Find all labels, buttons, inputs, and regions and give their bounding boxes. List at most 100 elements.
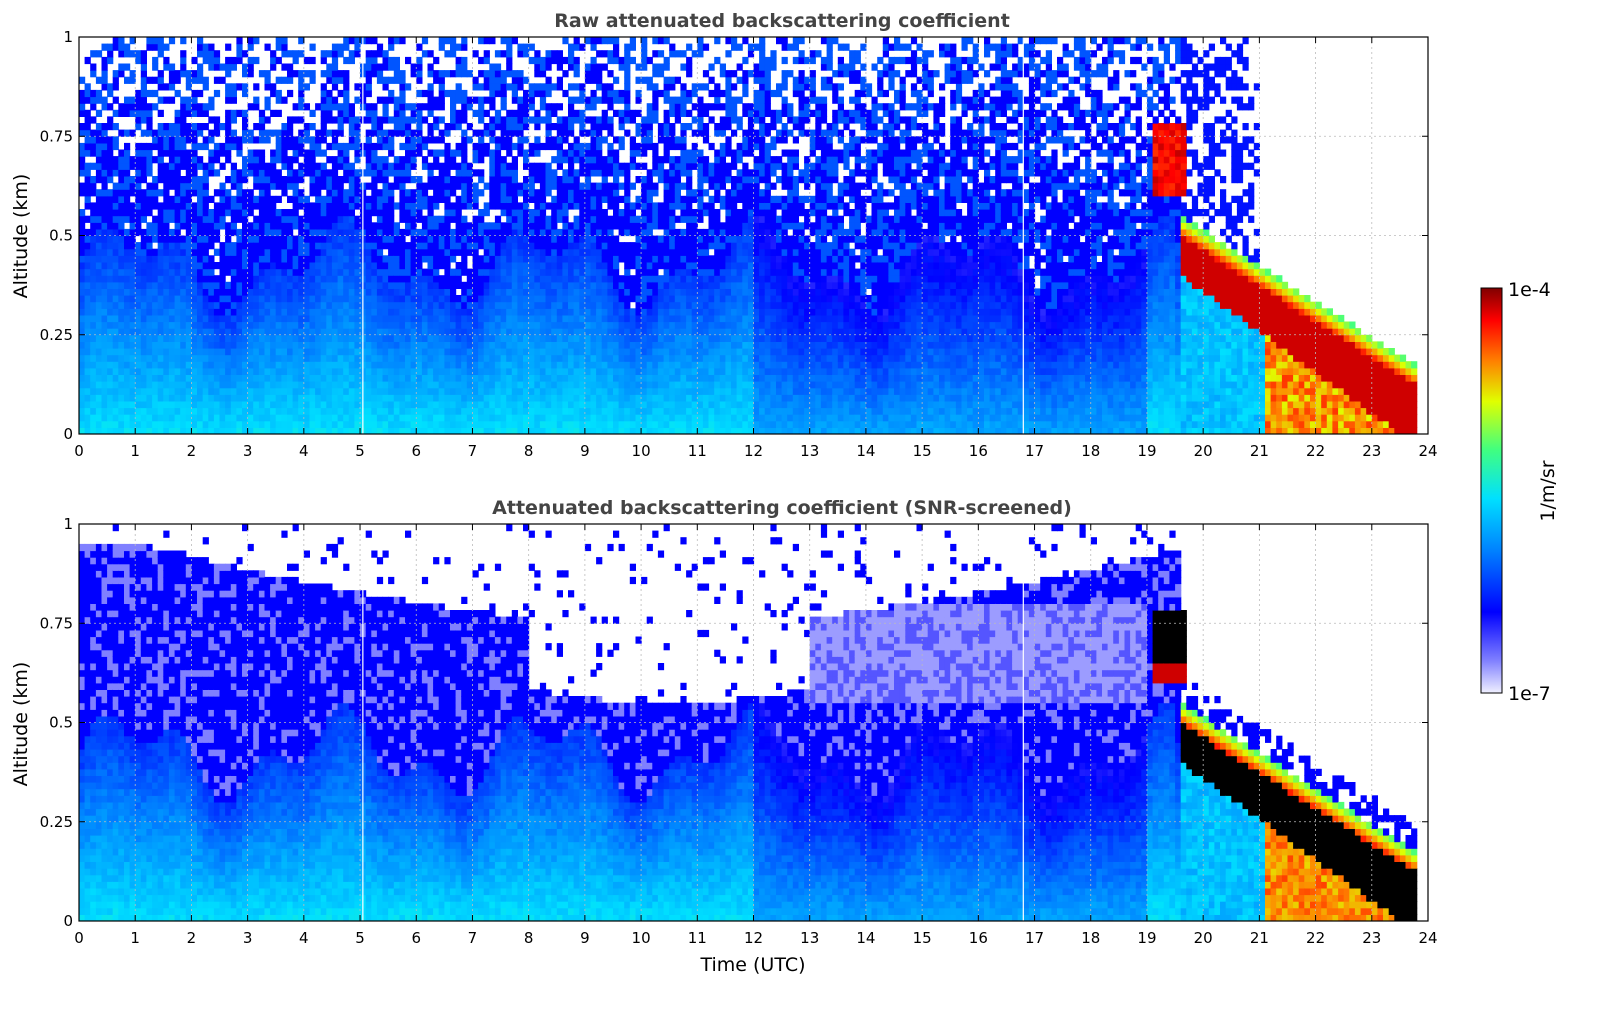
heatmap-cell [180, 341, 187, 349]
heatmap-cell [191, 301, 198, 309]
heatmap-cell [219, 268, 226, 276]
heatmap-cell [174, 407, 181, 415]
heatmap-cell [270, 314, 277, 323]
heatmap-cell [410, 209, 417, 217]
heatmap-cell [629, 281, 636, 289]
heatmap-cell [500, 381, 507, 389]
heatmap-cell [348, 420, 355, 428]
heatmap-cell [95, 314, 103, 323]
heatmap-cell [399, 400, 406, 409]
heatmap-cell [292, 308, 299, 316]
heatmap-cell [163, 222, 170, 230]
heatmap-cell [444, 255, 451, 263]
heatmap-cell [146, 235, 153, 243]
heatmap-cell [84, 129, 91, 137]
heatmap-cell [135, 202, 142, 210]
heatmap-cell [343, 288, 350, 296]
heatmap-cell [405, 341, 412, 349]
heatmap-cell [607, 361, 614, 369]
heatmap-cell [483, 255, 490, 263]
heatmap-cell [528, 142, 535, 151]
heatmap-cell [124, 182, 131, 190]
heatmap-cell [101, 414, 108, 422]
heatmap-cell [320, 262, 327, 270]
heatmap-cell [382, 182, 389, 190]
heatmap-cell [500, 123, 507, 131]
heatmap-cell [331, 255, 339, 263]
heatmap-cell [539, 215, 547, 223]
heatmap-cell [421, 255, 429, 263]
heatmap-cell [152, 374, 159, 382]
heatmap-cell [517, 328, 524, 336]
heatmap-cell [629, 334, 636, 342]
heatmap-cell [573, 275, 580, 283]
heatmap-cell [461, 202, 468, 210]
heatmap-cell [596, 63, 603, 71]
heatmap-cell [112, 394, 119, 402]
heatmap-cell [95, 215, 103, 223]
heatmap-cell [348, 275, 355, 283]
heatmap-cell [494, 361, 502, 369]
heatmap-cell [84, 314, 91, 323]
heatmap-cell [270, 169, 277, 177]
heatmap-cell [629, 367, 636, 375]
heatmap-cell [320, 328, 327, 336]
heatmap-cell [584, 354, 592, 362]
heatmap-cell [545, 334, 552, 342]
heatmap-cell [494, 76, 502, 84]
heatmap-cell [84, 242, 91, 250]
heatmap-cell [118, 43, 125, 51]
heatmap-cell [292, 288, 299, 296]
heatmap-cell [219, 341, 226, 349]
heatmap-cell [90, 427, 97, 434]
heatmap-cell [303, 301, 310, 309]
heatmap-cell [568, 129, 575, 137]
heatmap-cell [107, 242, 114, 250]
heatmap-cell [371, 70, 378, 78]
heatmap-cell [270, 407, 277, 415]
heatmap-cell [320, 275, 327, 283]
heatmap-cell [112, 70, 119, 78]
heatmap-cell [281, 321, 288, 329]
heatmap-cell [506, 268, 513, 276]
heatmap-cell [202, 189, 209, 197]
heatmap-cell [124, 314, 131, 323]
heatmap-cell [320, 341, 327, 349]
heatmap-cell [365, 387, 372, 395]
heatmap-cell [270, 400, 277, 409]
heatmap-cell [472, 407, 479, 415]
heatmap-cell [208, 162, 215, 170]
heatmap-cell [528, 427, 535, 434]
heatmap-cell [472, 215, 479, 223]
heatmap-cell [202, 242, 209, 250]
heatmap-cell [219, 142, 226, 151]
heatmap-cell [191, 262, 198, 270]
heatmap-cell [326, 195, 333, 203]
heatmap-cell [225, 156, 232, 164]
heatmap-cell [331, 43, 339, 51]
heatmap-cell [230, 202, 237, 210]
heatmap-cell [79, 222, 86, 230]
heatmap-cell [500, 394, 507, 402]
heatmap-cell [556, 156, 563, 164]
heatmap-cell [410, 334, 417, 342]
heatmap-cell [343, 341, 350, 349]
heatmap-cell [320, 374, 327, 382]
heatmap-cell [202, 301, 209, 309]
heatmap-cell [320, 427, 327, 434]
heatmap-cell [376, 400, 384, 409]
heatmap-cell [455, 268, 462, 276]
heatmap-cell [337, 76, 344, 84]
heatmap-cell [129, 367, 136, 375]
heatmap-cell [376, 394, 384, 402]
heatmap-cell [382, 361, 389, 369]
heatmap-cell [315, 334, 322, 342]
heatmap-cell [208, 354, 215, 362]
heatmap-cell [556, 334, 563, 342]
heatmap-cell [337, 43, 344, 51]
heatmap-cell [506, 70, 513, 78]
heatmap-cell [551, 288, 558, 296]
heatmap-cell [545, 242, 552, 250]
heatmap-cell [275, 209, 282, 217]
heatmap-cell [225, 407, 232, 415]
